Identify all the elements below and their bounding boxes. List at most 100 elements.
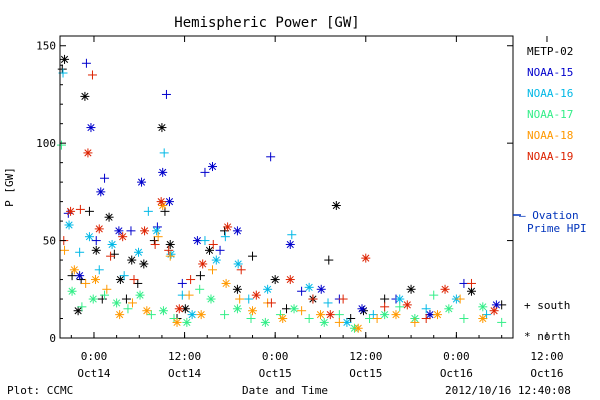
- marker-legend-entry: + south: [524, 299, 570, 312]
- data-point: [380, 294, 390, 304]
- data-point: [76, 275, 86, 285]
- data-point: [156, 197, 166, 207]
- data-point: [478, 314, 488, 324]
- data-point: [289, 304, 299, 314]
- x-tick-date-label: Oct14: [77, 367, 110, 380]
- data-point: [195, 284, 205, 294]
- data-point: [455, 294, 465, 304]
- data-point: [164, 245, 174, 255]
- data-point: [308, 294, 318, 304]
- data-point: [80, 91, 90, 101]
- data-point: [433, 310, 442, 320]
- data-point: [287, 230, 297, 240]
- y-axis: 0 50 100 150: [36, 40, 513, 345]
- data-point: [112, 298, 122, 308]
- data-point: [208, 239, 218, 249]
- data-point: [372, 314, 382, 324]
- y-tick-label: 150: [36, 40, 56, 53]
- data-point: [342, 317, 352, 327]
- chart-marks: [57, 54, 507, 333]
- data-point: [232, 226, 242, 236]
- data-point: [60, 54, 70, 64]
- data-point: [153, 232, 163, 242]
- data-point: [220, 310, 230, 320]
- data-point: [152, 226, 162, 236]
- data-point: [325, 310, 335, 320]
- data-point: [220, 232, 230, 242]
- data-point: [134, 247, 144, 257]
- data-point: [184, 290, 194, 300]
- data-point: [73, 306, 83, 316]
- data-point: [365, 314, 375, 324]
- data-point: [104, 212, 114, 222]
- data-point: [149, 236, 159, 246]
- data-point: [482, 310, 492, 320]
- ovation-label-line1: – Ovation: [519, 209, 579, 222]
- data-point: [459, 278, 469, 288]
- data-point: [60, 245, 70, 255]
- data-point: [246, 314, 256, 324]
- data-point: [83, 148, 93, 158]
- data-point: [204, 245, 214, 255]
- x-tick-date-label: Oct15: [349, 367, 382, 380]
- legend-entry: NOAA-18: [527, 129, 573, 142]
- data-point: [84, 232, 94, 242]
- data-point: [221, 278, 231, 288]
- data-point: [244, 294, 254, 304]
- data-point: [200, 236, 210, 246]
- x-axis-label: Date and Time: [242, 384, 328, 397]
- data-point: [91, 245, 101, 255]
- data-point: [459, 314, 469, 324]
- data-point: [285, 239, 295, 249]
- data-point: [285, 275, 295, 285]
- data-point: [195, 271, 205, 281]
- data-point: [127, 255, 137, 265]
- data-point: [192, 236, 202, 246]
- data-point: [81, 278, 91, 288]
- data-point: [402, 300, 412, 310]
- data-point: [297, 306, 307, 316]
- footer-timestamp: 2012/10/16 12:40:08: [445, 384, 571, 397]
- legend-entry: METP-02: [527, 45, 573, 58]
- legend: METP-02 NOAA-15 NOAA-16 NOAA-17 NOAA-18 NOAA-…: [513, 45, 573, 216]
- x-tick-date-label: Oct16: [530, 367, 563, 380]
- data-point: [270, 275, 280, 285]
- data-point: [368, 310, 378, 320]
- data-point: [96, 187, 106, 197]
- data-point: [97, 294, 107, 304]
- data-point: [150, 239, 160, 249]
- data-point: [248, 251, 258, 261]
- data-point: [380, 302, 390, 312]
- data-point: [180, 304, 190, 314]
- data-point: [84, 206, 94, 216]
- data-point: [324, 255, 334, 265]
- data-point: [338, 294, 348, 304]
- data-point: [319, 317, 329, 327]
- data-point: [118, 232, 128, 242]
- data-point: [165, 251, 175, 261]
- data-point: [186, 275, 196, 285]
- data-point: [198, 259, 208, 269]
- footer-plot-credit: Plot: CCMC: [7, 384, 73, 397]
- y-tick-label: 50: [43, 235, 56, 248]
- data-point: [107, 239, 117, 249]
- data-point: [206, 294, 216, 304]
- data-point: [440, 284, 450, 294]
- data-point: [395, 294, 405, 304]
- data-point: [119, 271, 129, 281]
- data-point: [444, 304, 454, 314]
- data-point: [57, 64, 67, 74]
- data-point: [331, 201, 341, 211]
- x-tick-date-label: Oct15: [259, 367, 292, 380]
- x-tick-date-label: Oct16: [440, 367, 473, 380]
- data-point: [315, 310, 325, 320]
- data-point: [87, 70, 97, 80]
- data-point: [158, 201, 168, 211]
- data-point: [380, 310, 390, 320]
- legend-entry: NOAA-15: [527, 66, 573, 79]
- data-point: [165, 239, 175, 249]
- ovation-label-line2: Prime HPI: [527, 222, 587, 235]
- data-point: [211, 255, 221, 265]
- data-point: [69, 265, 79, 275]
- data-point: [223, 222, 233, 232]
